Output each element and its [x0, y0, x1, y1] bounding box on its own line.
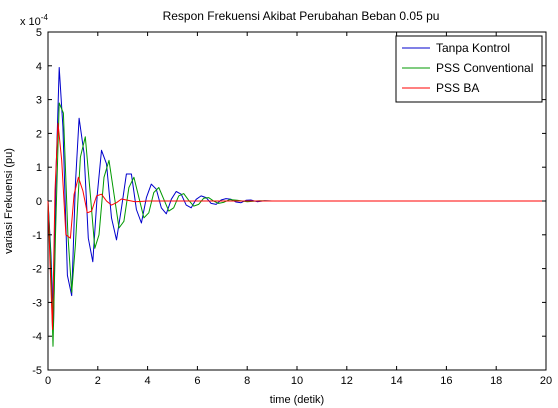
series-line-2 [47, 122, 546, 330]
y-tick-label: 2 [36, 128, 42, 140]
y-tick-label: -4 [32, 331, 42, 343]
x-tick-label: 4 [145, 375, 151, 387]
legend-label-1: PSS Conventional [436, 61, 533, 75]
x-tick-label: 14 [390, 375, 402, 387]
legend-label-2: PSS BA [436, 81, 479, 95]
legend-box [395, 35, 543, 103]
y-tick-label: 3 [36, 95, 42, 107]
x-tick-label: 0 [45, 375, 51, 387]
legend: Tanpa Kontrol PSS Conventional PSS BA [395, 35, 543, 103]
series-layer [47, 67, 546, 347]
x-tick-label: 12 [341, 375, 353, 387]
x-tick-label: 8 [244, 375, 250, 387]
x-tick-label: 10 [291, 375, 303, 387]
legend-label-0: Tanpa Kontrol [436, 41, 510, 55]
y-axis-multiplier: x 10-4 [20, 13, 48, 28]
chart-title: Respon Frekuensi Akibat Perubahan Beban … [163, 9, 440, 23]
y-tick-label: 1 [36, 162, 42, 174]
y-tick-label: -3 [32, 297, 42, 309]
x-axis-label: time (detik) [270, 394, 324, 406]
series-line-0 [47, 67, 546, 327]
x-tick-label: 16 [440, 375, 452, 387]
x-tick-label: 20 [540, 375, 552, 387]
x-tick-label: 2 [95, 375, 101, 387]
y-tick-label: 5 [36, 27, 42, 39]
y-tick-label: -2 [32, 264, 42, 276]
y-tick-label: -5 [32, 365, 42, 377]
legend-entries: Tanpa Kontrol PSS Conventional PSS BA [402, 41, 533, 95]
y-tick-label: 0 [36, 196, 42, 208]
y-axis-label: variasi Frekuensi (pu) [3, 148, 15, 254]
y-tick-label: 4 [36, 61, 42, 73]
x-tick-label: 18 [490, 375, 502, 387]
x-tick-label: 6 [194, 375, 200, 387]
y-tick-label: -1 [32, 230, 42, 242]
